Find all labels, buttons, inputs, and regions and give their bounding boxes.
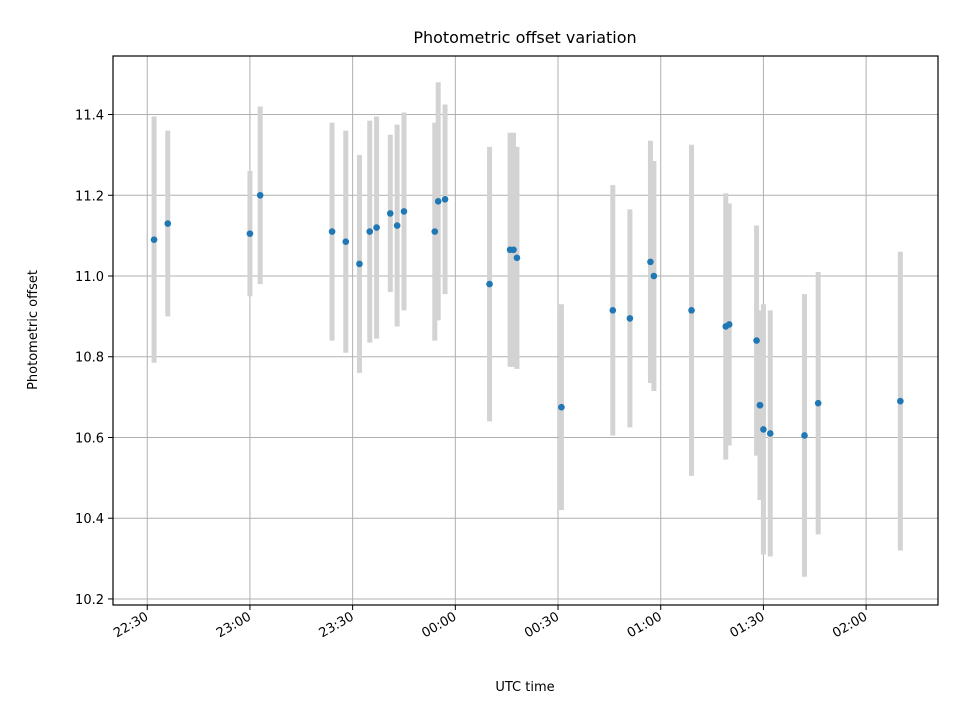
- data-point: [766, 430, 774, 437]
- data-point: [373, 224, 380, 231]
- data-point: [647, 258, 654, 266]
- data-point: [558, 403, 565, 411]
- data-point: [760, 426, 767, 433]
- data-point: [513, 254, 521, 262]
- y-tick-label: 10.2: [75, 593, 104, 608]
- data-point: [626, 315, 634, 322]
- data-point: [510, 246, 517, 254]
- data-point: [366, 228, 374, 235]
- data-point: [431, 228, 439, 235]
- data-point: [441, 196, 449, 203]
- data-point: [386, 210, 394, 217]
- y-axis-label: Photometric offset: [26, 270, 41, 390]
- chart-title: Photometric offset variation: [413, 28, 636, 47]
- data-point: [756, 401, 764, 409]
- data-point: [246, 230, 254, 237]
- y-tick-label: 10.6: [75, 431, 104, 446]
- y-tick-label: 11.4: [75, 109, 104, 124]
- y-tick-label: 11.0: [75, 270, 104, 285]
- data-point: [164, 220, 172, 227]
- data-point: [897, 397, 904, 405]
- data-point: [801, 432, 808, 439]
- y-tick-label: 10.8: [75, 351, 104, 366]
- data-point: [814, 399, 822, 407]
- data-points: [150, 191, 904, 439]
- data-point: [356, 260, 363, 268]
- y-tick-label: 11.2: [75, 189, 104, 204]
- y-tick-label: 10.4: [75, 512, 104, 527]
- data-point: [400, 208, 408, 215]
- data-point: [688, 307, 695, 314]
- data-point: [393, 222, 401, 229]
- data-point: [342, 238, 350, 245]
- grid: [113, 56, 938, 605]
- data-point: [434, 198, 442, 205]
- data-point: [725, 321, 733, 328]
- plot-frame: [112, 55, 939, 606]
- data-point: [609, 307, 617, 314]
- data-point: [256, 191, 264, 199]
- data-point: [486, 280, 493, 288]
- x-axis-label: UTC time: [495, 680, 554, 695]
- data-point: [753, 337, 760, 344]
- data-point: [150, 236, 158, 243]
- data-point: [328, 228, 336, 235]
- data-point: [650, 272, 658, 280]
- y-axis-ticks: 10.2 10.4 10.6 10.8 11.0 11.2 11.4: [75, 109, 113, 608]
